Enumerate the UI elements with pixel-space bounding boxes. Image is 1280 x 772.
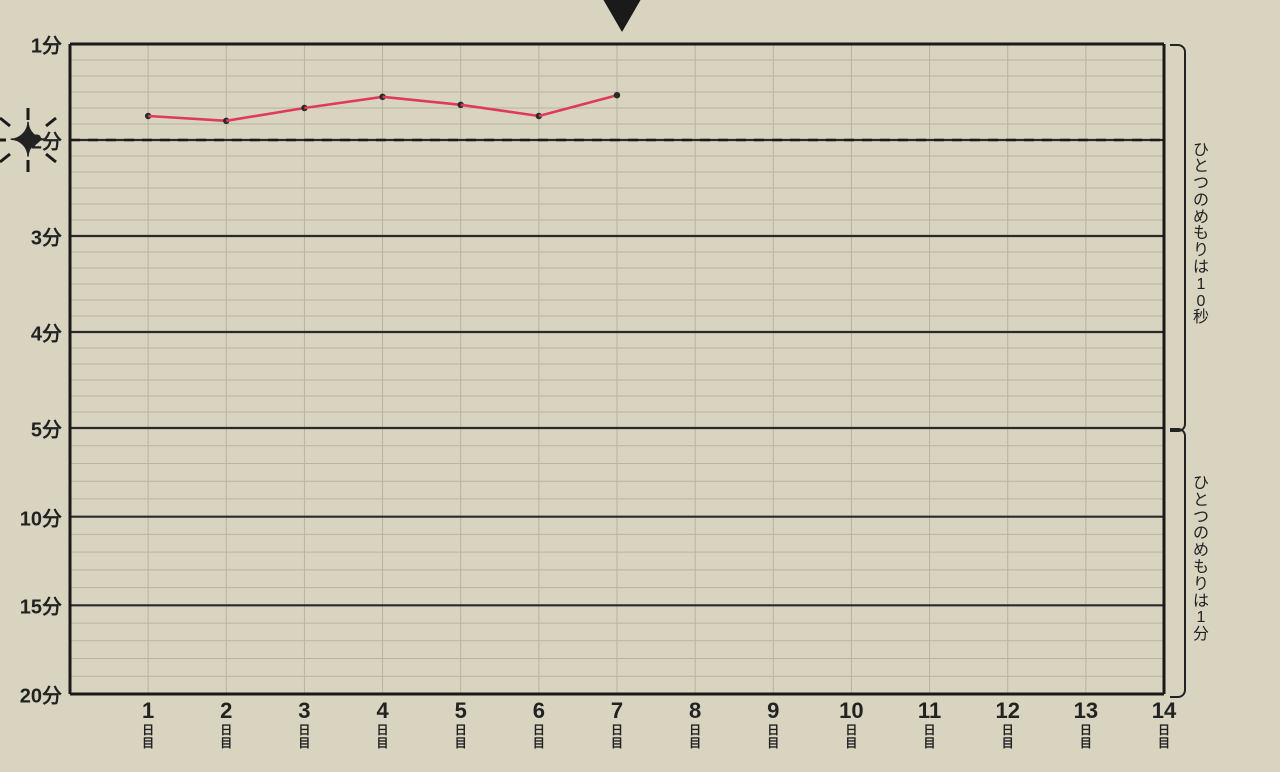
x-axis-label: 11日目 <box>918 700 941 750</box>
target-star-icon: ✦ <box>9 113 48 167</box>
y-axis-label: 5分 <box>31 414 62 443</box>
data-point-marker <box>614 92 620 98</box>
y-axis-label: 3分 <box>31 222 62 251</box>
y-axis-label: 20分 <box>20 680 62 709</box>
y-axis-label: 1分 <box>31 30 62 59</box>
brace-icon <box>1170 428 1186 698</box>
data-line-segment <box>226 108 304 121</box>
x-axis-label: 8日目 <box>689 700 701 750</box>
x-axis-label: 7日目 <box>611 700 623 750</box>
x-axis-label: 6日目 <box>533 700 545 750</box>
y-axis-label: 15分 <box>20 591 62 620</box>
x-axis-label: 2日目 <box>220 700 232 750</box>
time-progress-chart: 1分2分3分4分5分10分15分20分1日目2日目3日目4日目5日目6日目7日目… <box>0 0 1280 772</box>
y-axis-label: 10分 <box>20 502 62 531</box>
data-line-segment <box>461 105 539 116</box>
y-axis-label: 4分 <box>31 318 62 347</box>
data-line-segment <box>148 116 226 121</box>
brace-icon <box>1170 44 1186 432</box>
x-axis-label: 9日目 <box>767 700 779 750</box>
x-axis-label: 1日目 <box>142 700 154 750</box>
upper-scale-note: ひとつのめもりは10秒 <box>1192 143 1210 328</box>
x-axis-label: 12日目 <box>995 700 1019 750</box>
x-axis-label: 3日目 <box>298 700 310 750</box>
data-line-segment <box>539 95 617 116</box>
data-line-segment <box>304 97 382 108</box>
x-axis-label: 13日目 <box>1074 700 1098 750</box>
lower-scale-note: ひとつのめもりは1分 <box>1192 476 1210 644</box>
x-axis-label: 10日目 <box>839 700 863 750</box>
data-line-segment <box>383 97 461 105</box>
x-axis-label: 14日目 <box>1152 700 1176 750</box>
grid-svg <box>0 0 1280 772</box>
x-axis-label: 4日目 <box>376 700 388 750</box>
x-axis-label: 5日目 <box>455 700 467 750</box>
